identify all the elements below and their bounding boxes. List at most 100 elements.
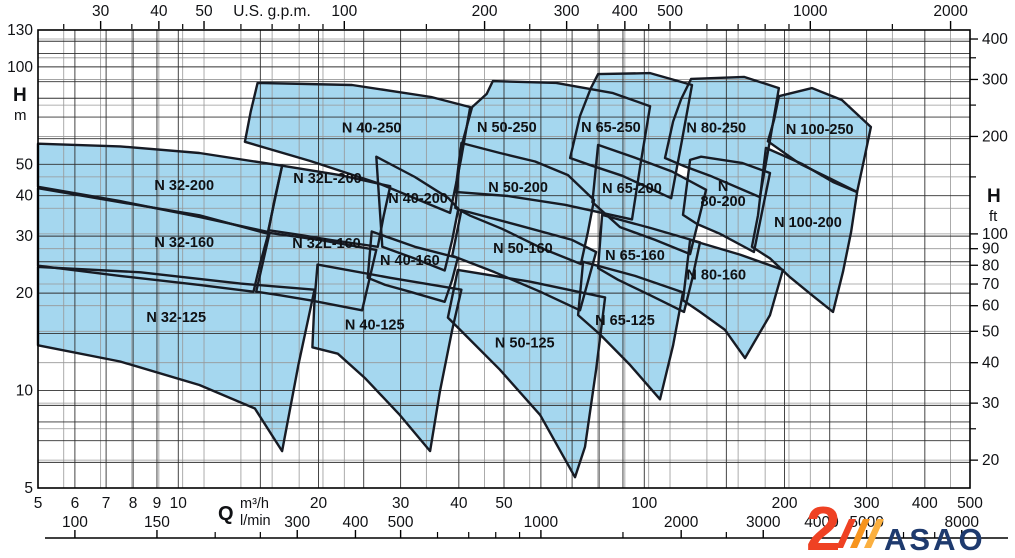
pump-region-n-65-250 [568, 71, 694, 200]
bottom-axis-m3h-label: 500 [957, 495, 983, 512]
pump-region-fill-n-32-160 [38, 188, 269, 292]
left-axis-tick-label: 40 [16, 188, 34, 205]
bottom-axis-m3h-label: 10 [170, 495, 188, 512]
pump-region-n-65-160 [596, 213, 702, 314]
bottom-axis-m3h-label: 50 [495, 495, 513, 512]
pump-region-fill-n-50-125 [447, 269, 606, 478]
logo-numeral: 2 [806, 495, 840, 553]
top-axis-tick-label: 500 [657, 3, 683, 20]
top-axis-tick-label: 1000 [793, 3, 828, 20]
logo-stripe-icon [836, 519, 856, 548]
logo-stripe-icon [850, 519, 870, 548]
pump-region-label: N 100-250 [786, 122, 854, 138]
bottom-axis-lmin-label: 100 [62, 514, 88, 531]
bottom-axis-lmin-label: 300 [284, 514, 310, 531]
brand-logo: 2 ASAO [806, 495, 986, 558]
pump-region-label: N 50-125 [495, 335, 555, 351]
top-axis-tick-label: 2000 [933, 3, 968, 20]
pump-region-label: N 32-160 [154, 235, 214, 251]
right-axis-unit: ft [989, 208, 998, 225]
right-axis-tick-label: 90 [982, 241, 1000, 258]
pump-region-n-100-200 [750, 146, 859, 314]
pump-region-label: N 40-160 [380, 253, 440, 269]
bottom-axis-m3h-label: 8 [129, 495, 138, 512]
top-axis-tick-label: 30 [92, 3, 110, 20]
right-axis-tick-label: 80 [982, 257, 1000, 274]
pump-region-label: N 32L-200 [293, 171, 362, 187]
logo-wordmark: ASAO [884, 522, 986, 553]
pump-region-n-50-200 [454, 141, 596, 266]
pump-region-fill-n-50-160 [452, 210, 597, 311]
top-axis-tick-label: 400 [612, 3, 638, 20]
pump-region-label: N 40-125 [345, 317, 405, 333]
pump-region-labels: N 32-125 N 40-125 N 50-125 N 65-125 N 32-160… [146, 120, 853, 351]
bottom-axis-m3h-label: 400 [912, 495, 938, 512]
bottom-axis-unit-lmin: l/min [240, 513, 271, 529]
top-axis-tick-label: 100 [331, 3, 357, 20]
pump-region-fill-n-32-125 [38, 266, 315, 452]
left-axis-tick-label: 130 [7, 22, 33, 39]
axis-bottom-m3h: 5 6 7 8 9 10 20 30 40 50 100 200 300 400 500 Q m³/hl/min [34, 495, 984, 529]
bottom-axis-unit-m3h: m³/h [240, 496, 269, 512]
grid-major [38, 30, 970, 488]
pump-region-fill-n-100-200 [751, 147, 858, 312]
top-axis-tick-label: 40 [150, 3, 168, 20]
pump-region-label: N 100-200 [774, 215, 842, 231]
pump-region-n-80-160 [681, 238, 785, 360]
pump-region-n-32l-200 [267, 164, 392, 248]
left-axis-tick-label: 10 [16, 383, 34, 400]
left-axis-tick-label: 5 [24, 480, 33, 497]
pump-region-label: N 80-200 [700, 179, 745, 210]
bottom-axis-m3h-label: 300 [854, 495, 880, 512]
top-axis-title: U.S. g.p.m. [233, 3, 311, 20]
pump-region-label: N 80-160 [686, 268, 746, 284]
left-axis-tick-label: 20 [16, 285, 34, 302]
pump-region-fill-n-100-250 [767, 88, 871, 192]
axis-left-meters: 130 100 50 40 30 20 10 5 Hm [7, 22, 33, 497]
right-axis-tick-label: 50 [982, 323, 1000, 340]
pump-region-n-40-250 [243, 81, 472, 215]
pump-region-label: N 32-200 [154, 178, 214, 194]
bottom-axis-title: Q [218, 503, 234, 525]
pump-region-n-50-160 [451, 208, 598, 312]
bottom-axis-m3h-label: 7 [102, 495, 111, 512]
bottom-axis-lmin-label: 500 [388, 514, 414, 531]
bottom-axis-m3h-label: 20 [310, 495, 328, 512]
pump-region-outlines [36, 71, 873, 479]
pump-region-label: N 32L-160 [292, 236, 361, 252]
bottom-axis-m3h-label: 6 [71, 495, 80, 512]
right-axis-tick-label: 100 [982, 226, 1008, 243]
left-axis-tick-label: 100 [7, 59, 33, 76]
pump-region-n-80-250 [663, 75, 781, 199]
bottom-axis-m3h-label: 100 [631, 495, 657, 512]
pump-region-label: N 50-160 [493, 241, 553, 257]
bottom-axis-m3h-label: 5 [34, 495, 43, 512]
pump-region-label: N 65-160 [605, 248, 665, 264]
pump-region-n-32l-160 [255, 231, 378, 312]
pump-region-label: N 40-200 [388, 191, 448, 207]
bottom-axis-m3h-label: 200 [772, 495, 798, 512]
bottom-axis-lmin-label: 150 [144, 514, 170, 531]
pump-region-label: N 65-125 [595, 313, 655, 329]
bottom-axis-lmin-label: 2000 [664, 514, 699, 531]
pump-region-label: N 40-250 [342, 121, 402, 137]
pump-region-label: N 32-125 [146, 310, 206, 326]
top-axis-tick-label: 50 [195, 3, 213, 20]
right-axis-tick-label: 400 [982, 31, 1008, 48]
pump-region-fill-n-40-250 [244, 82, 471, 213]
pump-region-n-40-200 [375, 155, 460, 272]
pump-region-n-80-200 [681, 155, 772, 254]
bottom-axis-lmin-label: 8000 [944, 514, 979, 531]
right-axis-title: H [987, 186, 1001, 207]
bottom-axis-lmin-label: 4000 [804, 514, 839, 531]
logo-stripe-icon [864, 519, 884, 548]
pump-region-fill-n-32-200 [38, 143, 283, 232]
pump-region-n-40-160 [366, 230, 459, 303]
pump-region-n-50-250 [454, 79, 652, 221]
axis-top-usgpm: 30 40 50 100 200 300 400 500 1000 2000 U.S. g.p.m. [63, 3, 968, 29]
left-axis-tick-label: 50 [16, 156, 34, 173]
pump-region-label: N 65-250 [581, 120, 641, 136]
right-axis-tick-label: 70 [982, 276, 1000, 293]
